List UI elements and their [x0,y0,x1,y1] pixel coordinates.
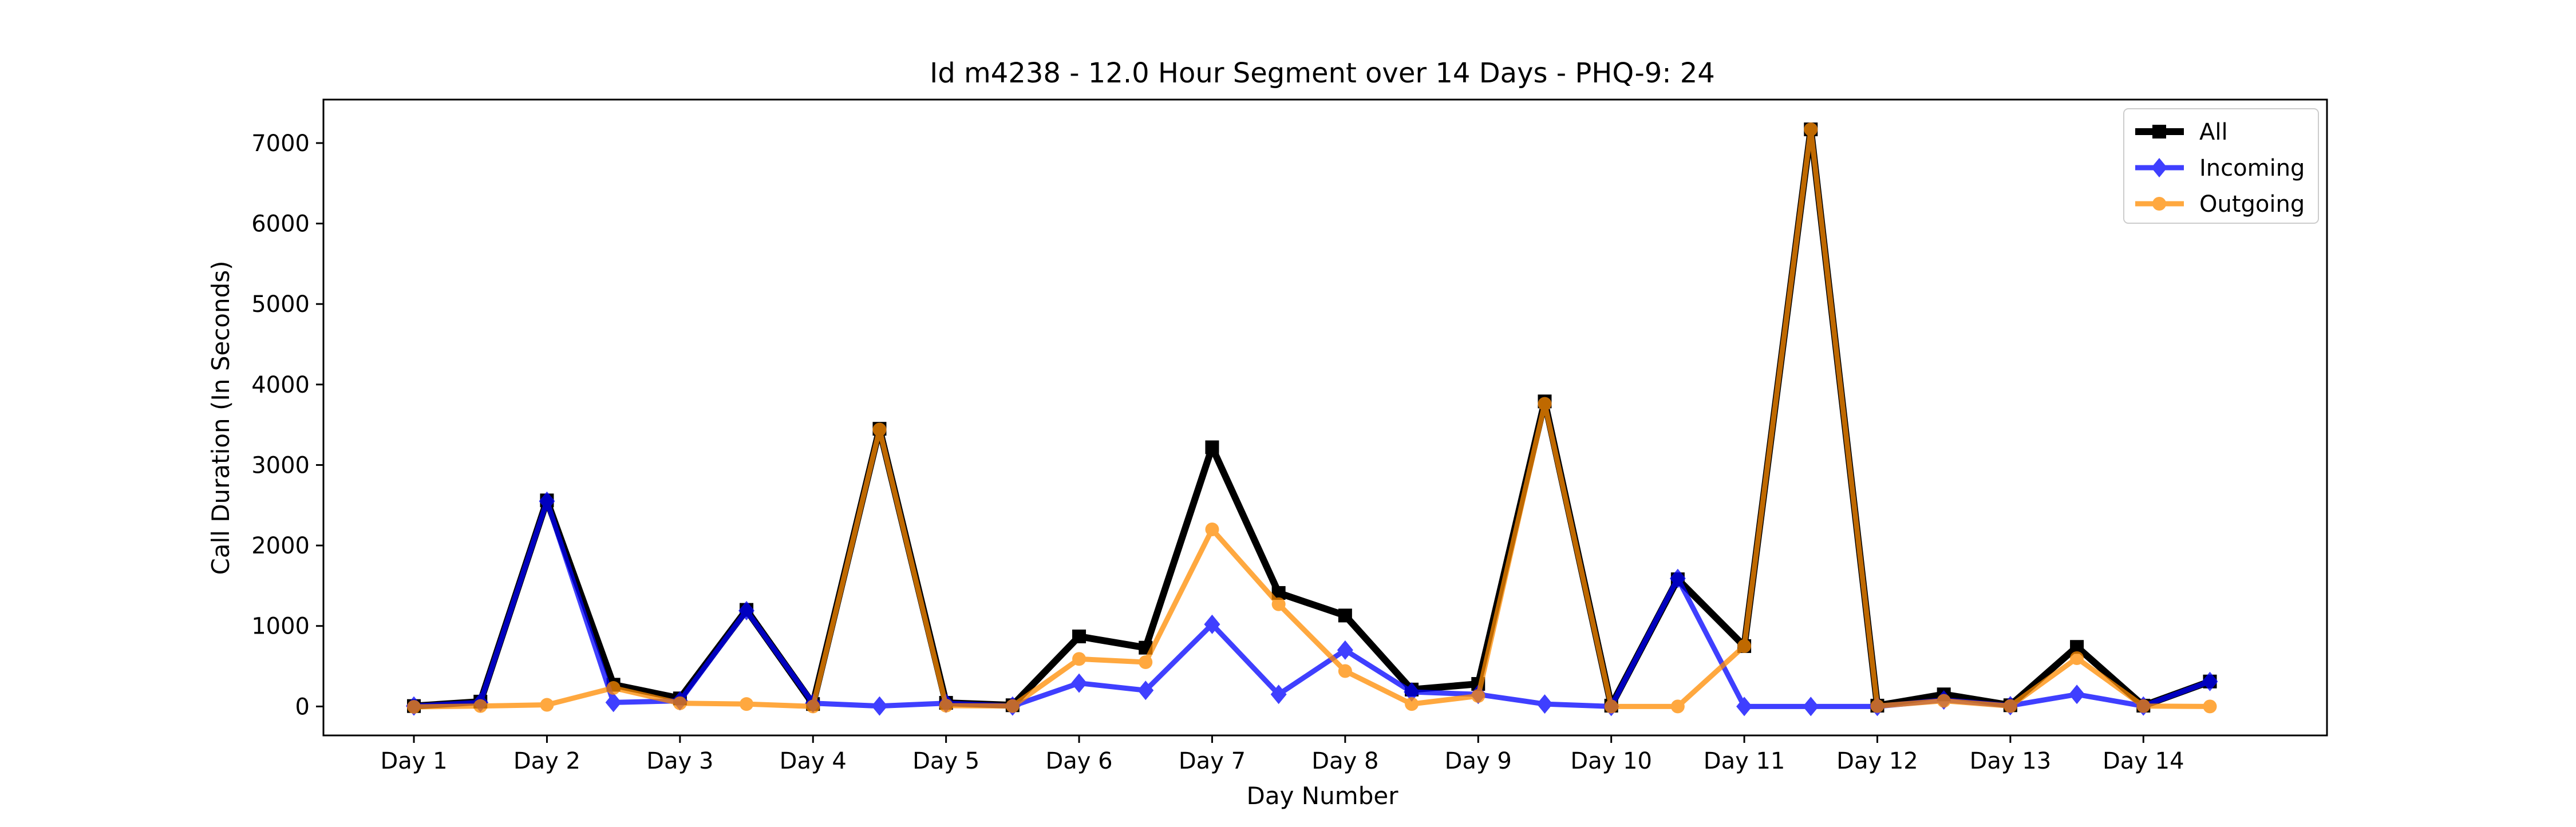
data-point [473,699,488,713]
legend-marker [2152,197,2166,211]
data-point [738,601,755,621]
y-tick-label: 7000 [251,130,310,157]
data-point [1205,440,1219,454]
data-point [1005,699,1020,713]
data-point [1071,673,1088,693]
data-point [1338,608,1352,623]
series-line [413,126,2211,710]
x-axis-label: Day Number [1246,782,1398,810]
data-point [1538,397,1552,411]
x-axis: Day 1 Day 2 Day 3 Day 4 Day 5 Day 6 Day 7 Day 8… [380,735,2184,774]
legend-box [2123,108,2319,224]
data-point [1736,697,1753,717]
x-tick-label: Day 2 [513,748,580,774]
data-point [1270,684,1287,705]
plot-frame [322,98,2328,737]
y-tick-label: 5000 [251,291,310,318]
data-point [2136,699,2151,713]
data-point [2070,651,2084,665]
data-point [939,698,953,713]
data-point [1337,640,1353,660]
data-point [1870,699,1884,713]
data-point [1471,689,1485,703]
y-tick-label: 3000 [251,452,310,478]
data-point [1404,682,1420,702]
data-point [540,698,554,712]
data-point [1670,699,1685,714]
chart-title: Id m4238 - 12.0 Hour Segment over 14 Day… [930,57,1715,89]
legend-item [2135,197,2184,211]
legend-marker [2151,158,2167,177]
x-tick-label: Day 7 [1179,748,1246,774]
x-tick-label: Day 1 [380,748,447,774]
data-point [1405,697,1419,711]
y-tick-label: 2000 [251,533,310,559]
data-point [2202,671,2218,691]
data-point [1139,655,1153,670]
plot-area [406,122,2218,717]
y-axis-label: Call Duration (In Seconds) [207,260,235,575]
data-point [806,699,820,714]
data-point [1271,597,1286,611]
y-tick-label: 6000 [251,211,310,238]
legend-marker [2152,125,2166,139]
data-point [2003,699,2017,713]
data-point [605,693,622,713]
x-tick-label: Day 9 [1445,748,1512,774]
y-tick-label: 4000 [251,372,310,398]
x-tick-label: Day 12 [1836,748,1918,774]
x-tick-label: Day 3 [646,748,713,774]
x-tick-label: Day 11 [1704,748,1785,774]
data-point [1137,680,1154,701]
data-point [871,696,888,716]
data-point [1804,122,1818,137]
data-point [1204,614,1220,634]
x-tick-label: Day 14 [2103,748,2184,774]
data-point [1338,664,1352,678]
y-tick-label: 0 [295,694,310,720]
legend-label: Outgoing [2199,191,2305,217]
legend-label: All [2199,119,2228,145]
x-tick-label: Day 10 [1570,748,1652,774]
series-outgoing [407,122,2217,714]
legend-item [2135,158,2184,177]
legend: All Incoming Outgoing [2123,108,2319,224]
data-point [1937,694,1951,708]
x-tick-label: Day 4 [780,748,847,774]
data-point [1604,699,1618,714]
data-point [1803,697,1819,717]
x-tick-label: Day 5 [912,748,979,774]
data-point [606,681,621,695]
data-point [740,697,754,711]
data-point [539,491,555,511]
data-point [2069,684,2085,705]
y-tick-label: 1000 [251,614,310,640]
data-point [1205,522,1219,536]
data-point [1737,639,1752,653]
data-point [1072,630,1086,644]
series-all [407,122,2217,713]
data-point [1669,568,1686,588]
legend-label: Incoming [2199,155,2305,181]
data-point [673,696,687,710]
data-point [407,700,421,714]
legend-item [2135,125,2184,139]
data-point [1536,694,1553,714]
data-point [872,422,887,437]
series-line [413,126,2210,710]
x-tick-label: Day 13 [1970,748,2052,774]
x-tick-label: Day 6 [1045,748,1112,774]
data-point [2203,699,2217,714]
x-tick-label: Day 8 [1311,748,1378,774]
y-axis: 0 1000 2000 3000 4000 5000 6000 7000 [251,130,323,720]
data-point [1072,652,1086,666]
